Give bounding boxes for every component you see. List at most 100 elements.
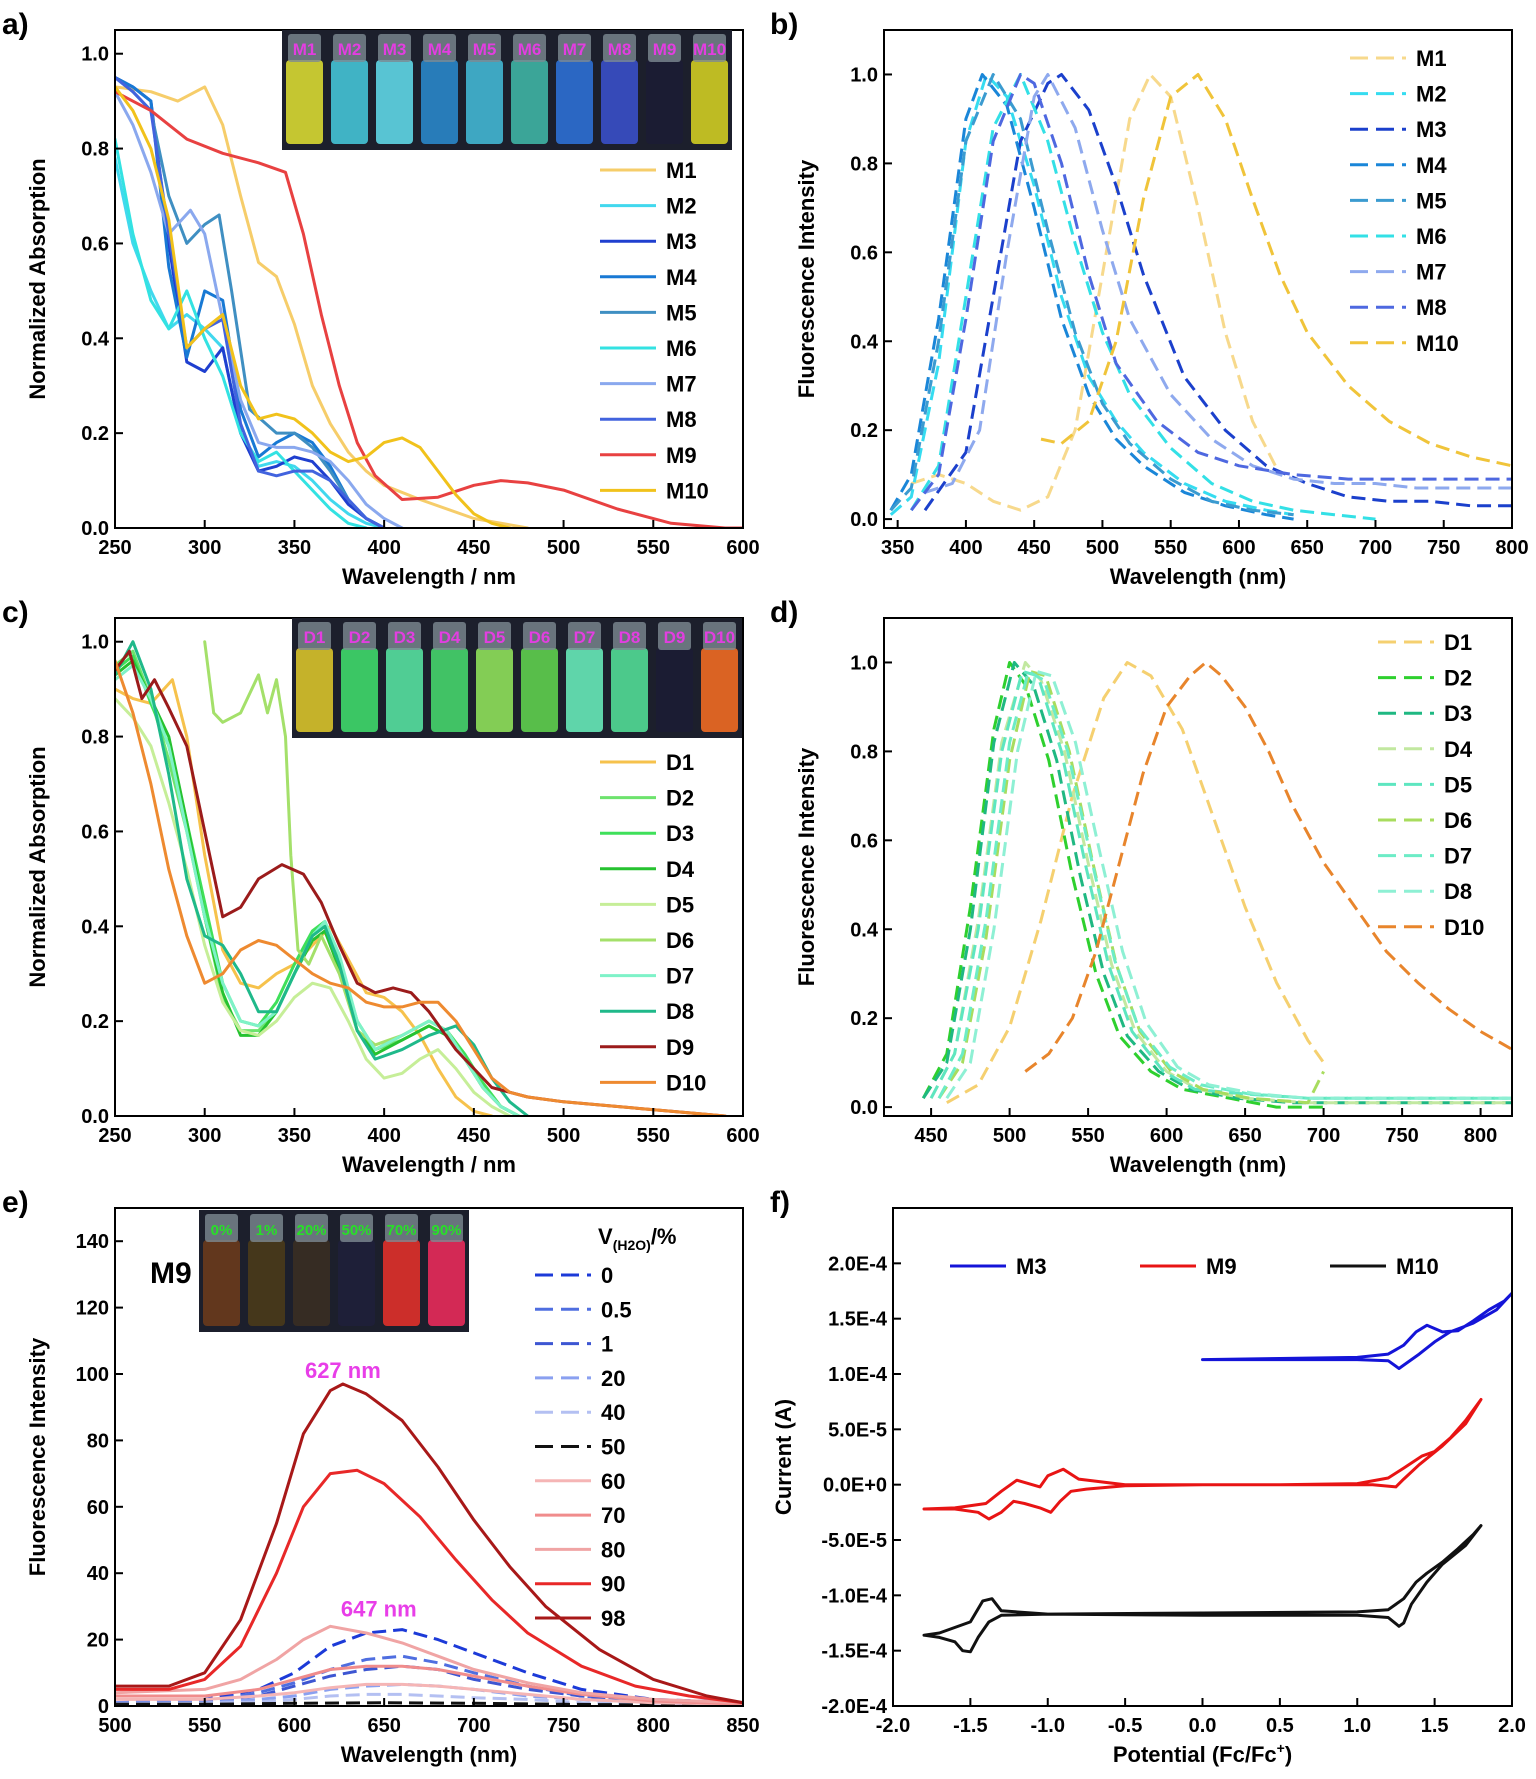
x-tick-label: 250 [98,537,131,559]
y-tick-label: 0.2 [81,423,109,445]
x-tick-label: 550 [1071,1125,1104,1147]
x-tick-label: 350 [881,537,914,559]
legend-label-D4: D4 [666,857,695,882]
legend-label-50: 50 [601,1435,625,1460]
series-line-D6 [937,669,1325,1105]
vial-cap [658,622,691,650]
x-axis-label-main: Potential (Fc/Fc [1113,1742,1277,1767]
x-tick-label: 500 [98,1715,131,1737]
legend-label-M9: M9 [1206,1254,1237,1279]
vial [248,1240,285,1326]
y-tick-label: 0 [98,1696,109,1718]
y-axis-label: Normalized Absorption [25,746,50,987]
panel-letter: c) [2,596,29,629]
vial-label: D10 [704,628,735,647]
series-group [115,1382,743,1706]
vial-cap [703,622,736,650]
legend-label-M6: M6 [666,336,697,361]
series-line-M10 [1040,73,1512,468]
vial-cap [385,1214,418,1242]
series-line-D8 [945,669,1512,1100]
vial-cap [513,34,546,62]
panel-letter: b) [770,8,798,41]
legend-label-M5: M5 [666,300,697,325]
legend-label-M1: M1 [666,158,697,183]
vial-label: M8 [608,40,632,59]
vial-cap [558,34,591,62]
y-tick-label: 2.0E-4 [828,1253,888,1275]
vial-label: D3 [394,628,416,647]
series-line-D1 [946,661,1325,1105]
legend-label-M3: M3 [1016,1254,1047,1279]
vial-label: M2 [338,40,362,59]
x-tick-label: 600 [726,537,759,559]
vial-photo-inset: 0% 1% 20% 50% 70% 90% [199,1210,469,1332]
vial [691,60,728,144]
legend-label-D2: D2 [666,786,694,811]
series-line-70 [115,1664,743,1706]
vial-cap [523,622,556,650]
y-tick-label: -2.0E-4 [821,1696,887,1718]
x-tick-label: 800 [637,1715,670,1737]
x-tick-label: 750 [547,1715,580,1737]
legend-label-D7: D7 [1444,844,1472,869]
vial-label: D1 [304,628,326,647]
y-tick-label: 1.0 [81,632,109,654]
vial-label: 20% [296,1222,326,1239]
series-line-60 [115,1682,743,1706]
vial-cap [340,1214,373,1242]
x-tick-label: 700 [1359,537,1392,559]
vial-cap [388,622,421,650]
legend-title: V(H2O)/% [598,1224,677,1253]
vial [701,648,738,732]
legend-label-D8: D8 [1444,879,1472,904]
x-axis-label: Potential (Fc/Fc+) [1113,1740,1292,1767]
x-tick-label: 1.5 [1421,1715,1449,1737]
vial-cap [568,622,601,650]
vial-photo-inset: M1 M2 M3 M4 M5 M6 M7 M8 M9 M10 [282,30,732,150]
x-tick-label: 550 [188,1715,221,1737]
legend-label-80: 80 [601,1537,625,1562]
vial [521,648,558,732]
legend-label-M7: M7 [1416,260,1447,285]
x-tick-label: 400 [367,537,400,559]
vial [466,60,503,144]
legend-label-M10: M10 [1416,331,1459,356]
series-line-M2 [889,73,1294,517]
panel-letter: e) [2,1186,29,1219]
vial-label: D6 [529,628,551,647]
x-tick-label: 0.0 [1189,1715,1217,1737]
x-tick-label: 600 [278,1715,311,1737]
legend-label-M8: M8 [666,407,697,432]
x-tick-label: 650 [1291,537,1324,559]
legend-label-D1: D1 [666,750,694,775]
x-tick-label: 700 [457,1715,490,1737]
legend-label-D4: D4 [1444,737,1473,762]
vial [386,648,423,732]
legend-label-1: 1 [601,1332,613,1357]
x-axis-label: Wavelength (nm) [341,1742,517,1767]
compound-label: M9 [150,1257,192,1290]
series-line-M9 [115,90,743,528]
series-line-40 [115,1692,743,1706]
legend-label-M1: M1 [1416,46,1447,71]
y-tick-label: 0.2 [850,1008,878,1030]
series-line-D7 [937,669,1512,1100]
chart-panel-b: b) 350 400 450 500 550 600 650 700 750 800 0.0 0.2 0.… [770,8,1529,589]
vial-label: 1% [256,1222,278,1239]
x-axis-label: Wavelength (nm) [1110,1152,1286,1177]
series-line-M1 [115,85,530,528]
x-tick-label: 400 [367,1125,400,1147]
vial-label: D4 [439,628,461,647]
series-line-M5 [889,73,1294,517]
y-tick-label: 0.4 [850,331,879,353]
x-axis-label-tail: ) [1285,1742,1292,1767]
series-line-M5 [115,75,386,528]
legend-label-M4: M4 [1416,153,1447,178]
legend: M3 M9 M10 [950,1254,1439,1279]
chart-panel-f: f) -2.0 -1.5 -1.0 -0.5 0.0 0.5 1.0 1.5 2.0 -2.0E-4… [770,1186,1526,1767]
y-axis-label: Current (A) [771,1399,796,1515]
x-tick-label: 300 [188,1125,221,1147]
vial-cap [295,1214,328,1242]
series-line-M6 [115,137,368,528]
